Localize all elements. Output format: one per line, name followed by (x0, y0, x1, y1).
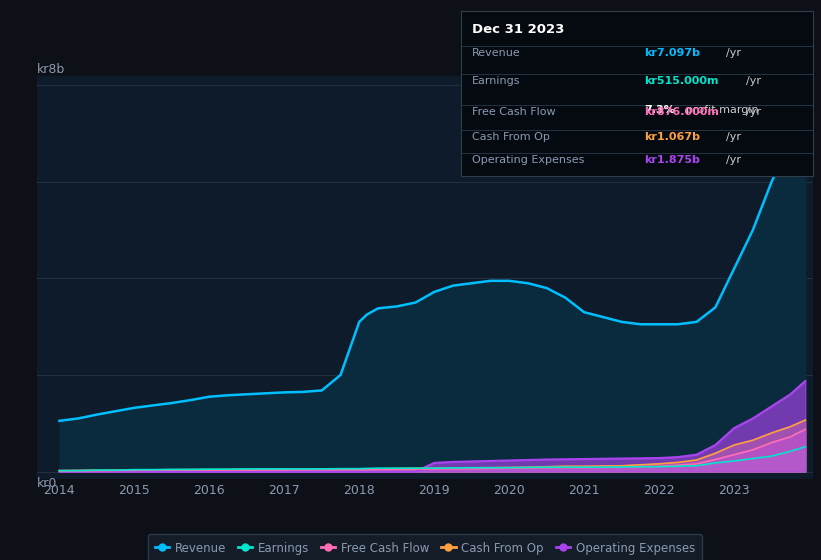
Text: /yr: /yr (727, 48, 741, 58)
Text: kr0: kr0 (37, 477, 57, 490)
Text: kr876.000m: kr876.000m (644, 107, 719, 117)
Text: /yr: /yr (746, 76, 761, 86)
Text: kr7.097b: kr7.097b (644, 48, 700, 58)
Text: Earnings: Earnings (472, 76, 521, 86)
Text: /yr: /yr (727, 132, 741, 142)
Text: Free Cash Flow: Free Cash Flow (472, 107, 556, 117)
Text: /yr: /yr (746, 107, 761, 117)
Text: kr1.875b: kr1.875b (644, 155, 700, 165)
Text: /yr: /yr (727, 155, 741, 165)
Text: kr1.067b: kr1.067b (644, 132, 700, 142)
Legend: Revenue, Earnings, Free Cash Flow, Cash From Op, Operating Expenses: Revenue, Earnings, Free Cash Flow, Cash … (148, 534, 702, 560)
Text: kr515.000m: kr515.000m (644, 76, 718, 86)
Text: kr8b: kr8b (37, 63, 65, 76)
Text: 7.3%: 7.3% (644, 105, 675, 115)
Text: Revenue: Revenue (472, 48, 521, 58)
Text: profit margin: profit margin (686, 105, 759, 115)
Text: Operating Expenses: Operating Expenses (472, 155, 585, 165)
Text: Cash From Op: Cash From Op (472, 132, 550, 142)
Text: Dec 31 2023: Dec 31 2023 (472, 23, 564, 36)
